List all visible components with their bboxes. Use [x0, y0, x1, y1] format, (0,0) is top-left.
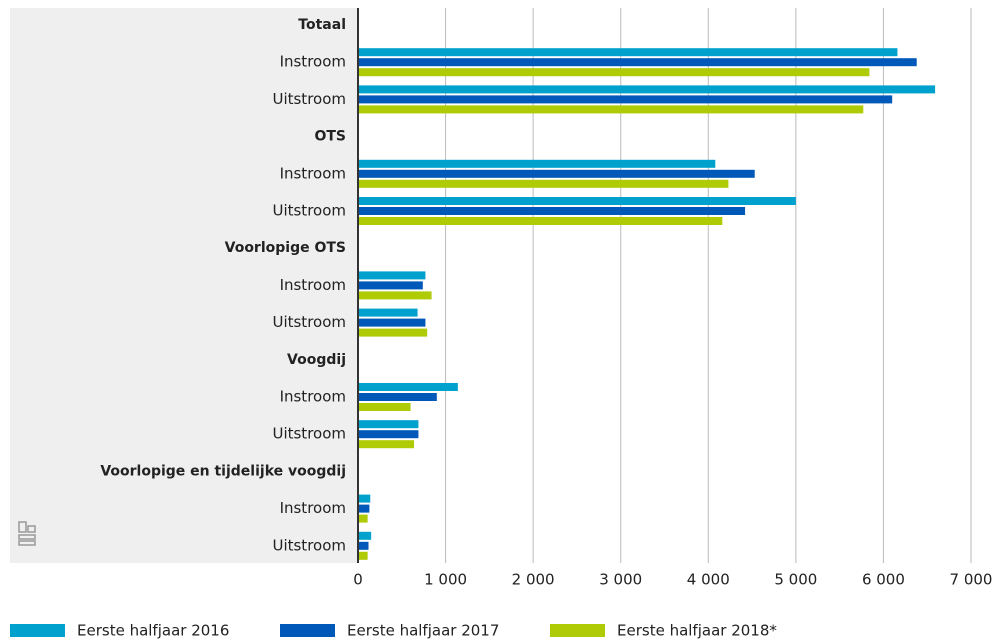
bar: [358, 393, 437, 401]
legend-label: Eerste halfjaar 2017: [347, 622, 499, 640]
bar: [358, 48, 898, 57]
legend-label: Eerste halfjaar 2018*: [617, 622, 777, 640]
bar: [358, 318, 426, 327]
y-tick-label: Instroom: [280, 276, 346, 294]
bar: [358, 95, 893, 104]
logo: [18, 521, 36, 546]
x-tick-label: 0: [353, 571, 363, 589]
x-tick-label: 2 000: [512, 571, 555, 589]
y-tick-label: Instroom: [280, 499, 346, 517]
legend-label: Eerste halfjaar 2016: [77, 622, 229, 640]
bar: [358, 514, 368, 523]
y-tick-label: Instroom: [280, 388, 346, 406]
bar: [358, 403, 411, 411]
bar: [358, 68, 870, 77]
bar: [358, 217, 723, 225]
group-header: OTS: [314, 129, 346, 145]
group-header: Voogdij: [287, 352, 346, 368]
bar: [358, 541, 369, 550]
bar: [358, 308, 418, 317]
group-header: Voorlopige OTS: [225, 240, 346, 256]
bar: [358, 551, 368, 560]
y-tick-label: Instroom: [280, 53, 346, 71]
bar: [358, 159, 716, 168]
bar: [358, 207, 746, 215]
group-header: Voorlopige en tijdelijke voogdij: [100, 463, 346, 479]
legend-swatch: [280, 624, 335, 637]
bar: [358, 420, 419, 429]
y-tick-label: Uitstroom: [272, 425, 346, 443]
bar: [358, 531, 372, 540]
bar: [358, 169, 755, 178]
bar: [358, 281, 423, 290]
legend-swatch: [550, 624, 605, 637]
bar: [358, 504, 370, 513]
label-panel: [10, 8, 358, 563]
bar: [358, 105, 864, 114]
bar: [358, 85, 936, 94]
x-tick-label: 4 000: [687, 571, 730, 589]
x-tick-label: 6 000: [862, 571, 905, 589]
legend-swatch: [10, 624, 65, 637]
bar: [358, 328, 428, 337]
bar: [358, 58, 917, 67]
x-tick-label: 5 000: [774, 571, 817, 589]
y-tick-label: Uitstroom: [272, 536, 346, 554]
y-tick-label: Uitstroom: [272, 90, 346, 108]
y-tick-label: Uitstroom: [272, 202, 346, 220]
x-tick-label: 1 000: [424, 571, 467, 589]
group-header: Totaal: [298, 17, 346, 33]
y-tick-label: Instroom: [280, 164, 346, 182]
bar: [358, 430, 419, 439]
x-tick-label: 3 000: [599, 571, 642, 589]
bar: [358, 197, 796, 205]
bar: [358, 271, 426, 280]
bar: [358, 440, 415, 449]
bar: [358, 383, 458, 391]
x-tick-label: 7 000: [950, 571, 993, 589]
bar: [358, 291, 432, 300]
y-tick-label: Uitstroom: [272, 313, 346, 331]
bar: [358, 179, 729, 188]
bar: [358, 494, 371, 503]
